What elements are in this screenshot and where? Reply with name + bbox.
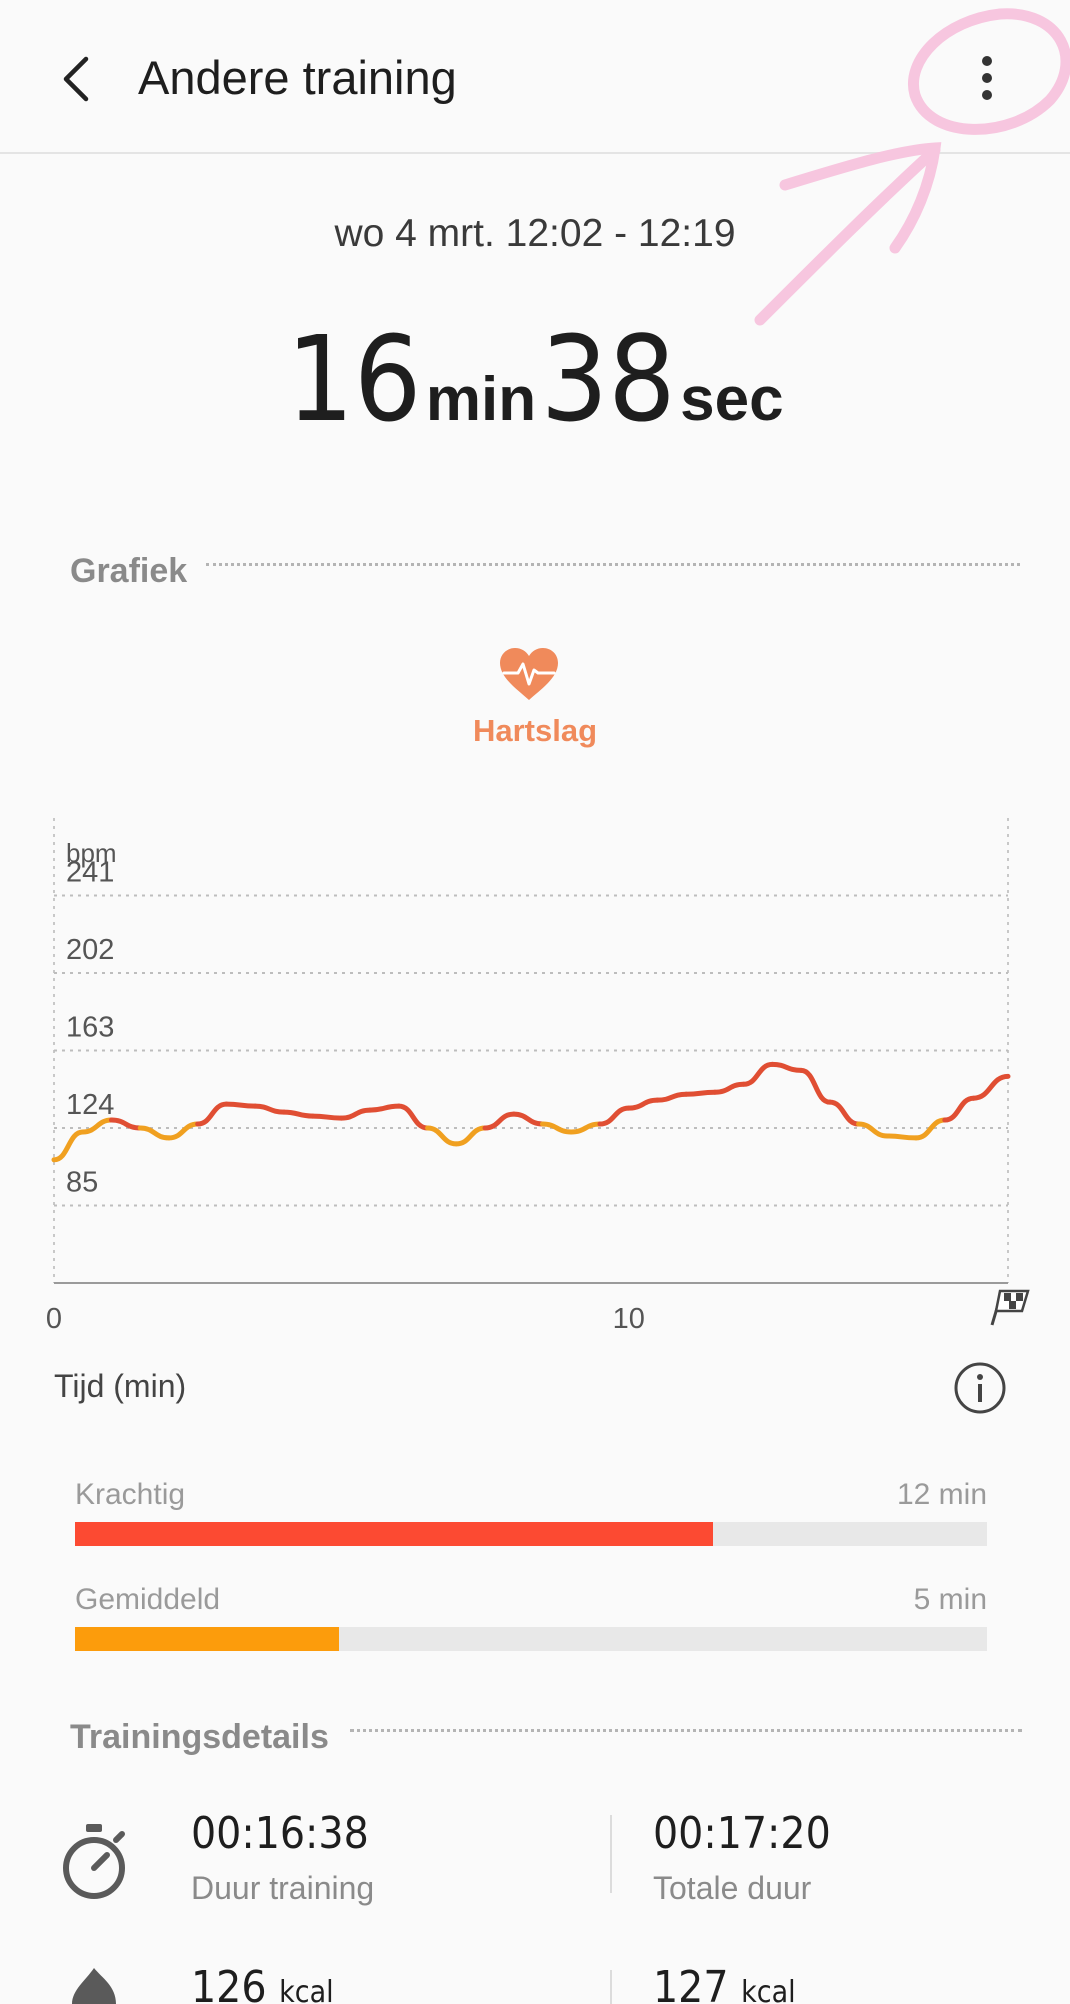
duration-seconds: 38: [540, 310, 676, 448]
x-tick-label: 10: [613, 1303, 645, 1330]
heart-rate-segment: [683, 1089, 718, 1097]
zone-progress-fill: [75, 1627, 340, 1651]
workout-duration-value: 00:16:38: [191, 1808, 369, 1859]
finish-flag-icon: [990, 1289, 1030, 1326]
heart-rate-segment: [137, 1125, 172, 1141]
page-title: Andere training: [138, 51, 457, 104]
heart-rate-segment: [223, 1101, 258, 1109]
heart-rate-segment: [884, 1133, 919, 1141]
column-divider: [610, 1815, 612, 1893]
workout-duration: 16 min 38 sec: [0, 310, 1070, 448]
heart-rate-segment: [281, 1109, 316, 1119]
heart-rate-segment: [942, 1095, 977, 1123]
heart-rate-segment: [971, 1073, 1011, 1101]
info-icon[interactable]: [952, 1360, 1008, 1416]
flag-check: [1016, 1293, 1023, 1301]
zone-time: 5 min: [913, 1583, 987, 1616]
total-duration-label: Totale duur: [653, 1870, 812, 1906]
more-vert-icon: [982, 56, 992, 100]
heart-rate-segment: [453, 1125, 488, 1147]
heart-rate-segment: [166, 1121, 201, 1141]
heart-rate-segment: [913, 1117, 948, 1141]
heart-rate-segment: [482, 1111, 517, 1131]
heart-rate-segment: [338, 1107, 373, 1121]
heart-rate-segment: [856, 1121, 890, 1139]
heart-rate-segment: [425, 1125, 459, 1147]
metric-label[interactable]: Hartslag: [472, 713, 598, 748]
heart-rate-segment: [712, 1081, 747, 1095]
heart-rate-segment: [827, 1099, 862, 1127]
app-bar: Andere training: [0, 0, 1070, 154]
hr-zone-1: Gemiddeld 5 min: [75, 1583, 987, 1653]
column-divider: [610, 1970, 612, 2004]
zone-name: Gemiddeld: [75, 1583, 221, 1616]
heart-rate-segment: [769, 1061, 804, 1073]
heart-rate-segment: [195, 1101, 229, 1127]
heart-rate-segment: [798, 1067, 833, 1105]
total-calories-value: 127 kcal: [653, 1962, 796, 2004]
calories-value: 126 kcal: [191, 1962, 334, 2004]
heart-rate-segment: [396, 1103, 431, 1131]
heart-rate-segment: [80, 1117, 114, 1135]
zone-progress-track: [75, 1522, 987, 1546]
hr-zone-0: Krachtig 12 min: [75, 1478, 987, 1548]
heart-rate-segment: [568, 1121, 603, 1135]
flame-icon: [72, 1968, 116, 2004]
heart-rate-segment: [597, 1105, 632, 1127]
heart-rate-segment: [654, 1091, 689, 1103]
section-divider: [350, 1729, 1022, 1732]
heart-rate-segment: [741, 1061, 775, 1087]
zone-progress-track: [75, 1627, 987, 1651]
heart-rate-segment: [626, 1097, 660, 1111]
total-duration-value: 00:17:20: [653, 1808, 831, 1859]
more-options-button[interactable]: [955, 44, 1019, 112]
heart-rate-segment: [252, 1103, 287, 1115]
y-tick-label: 124: [66, 1089, 114, 1121]
x-axis-title: Tijd (min): [54, 1368, 187, 1404]
heart-rate-segment: [51, 1129, 86, 1163]
stopwatch-icon: [63, 1824, 125, 1899]
heart-rate-segment: [310, 1113, 344, 1121]
flag-check: [1004, 1293, 1011, 1301]
y-tick-label: 202: [66, 934, 114, 966]
zone-progress-fill: [75, 1522, 714, 1546]
workout-duration-label: Duur training: [191, 1870, 375, 1906]
flag-check: [1009, 1301, 1016, 1309]
y-tick-label: 85: [66, 1167, 98, 1199]
total-calories-unit: kcal: [741, 1975, 796, 2004]
duration-seconds-unit: sec: [680, 365, 784, 434]
section-divider: [206, 563, 1020, 566]
y-tick-label: 241: [66, 857, 114, 889]
chevron-left-icon: [63, 56, 89, 102]
heart-pulse-icon[interactable]: [498, 646, 560, 702]
heart-rate-segment: [539, 1121, 574, 1135]
zone-name: Krachtig: [75, 1478, 186, 1511]
workout-date-range: wo 4 mrt. 12:02 - 12:19: [334, 212, 736, 255]
heart-rate-segment: [511, 1111, 545, 1127]
calories-number: 126: [191, 1962, 267, 2004]
zone-time: 12 min: [896, 1478, 987, 1511]
details-section-title: Trainingsdetails: [70, 1718, 329, 1756]
x-tick-label: 0: [46, 1303, 62, 1330]
duration-minutes-unit: min: [425, 365, 537, 434]
total-calories-number: 127: [653, 1962, 729, 2004]
duration-minutes: 16: [286, 310, 422, 448]
graph-section-title: Grafiek: [70, 552, 188, 590]
heart-rate-segment: [367, 1103, 402, 1113]
chart-y-unit: bpm: [66, 838, 117, 868]
heart-rate-segment: [108, 1117, 143, 1131]
back-button[interactable]: [44, 42, 112, 116]
calories-unit: kcal: [279, 1975, 334, 2004]
y-tick-label: 163: [66, 1012, 114, 1044]
